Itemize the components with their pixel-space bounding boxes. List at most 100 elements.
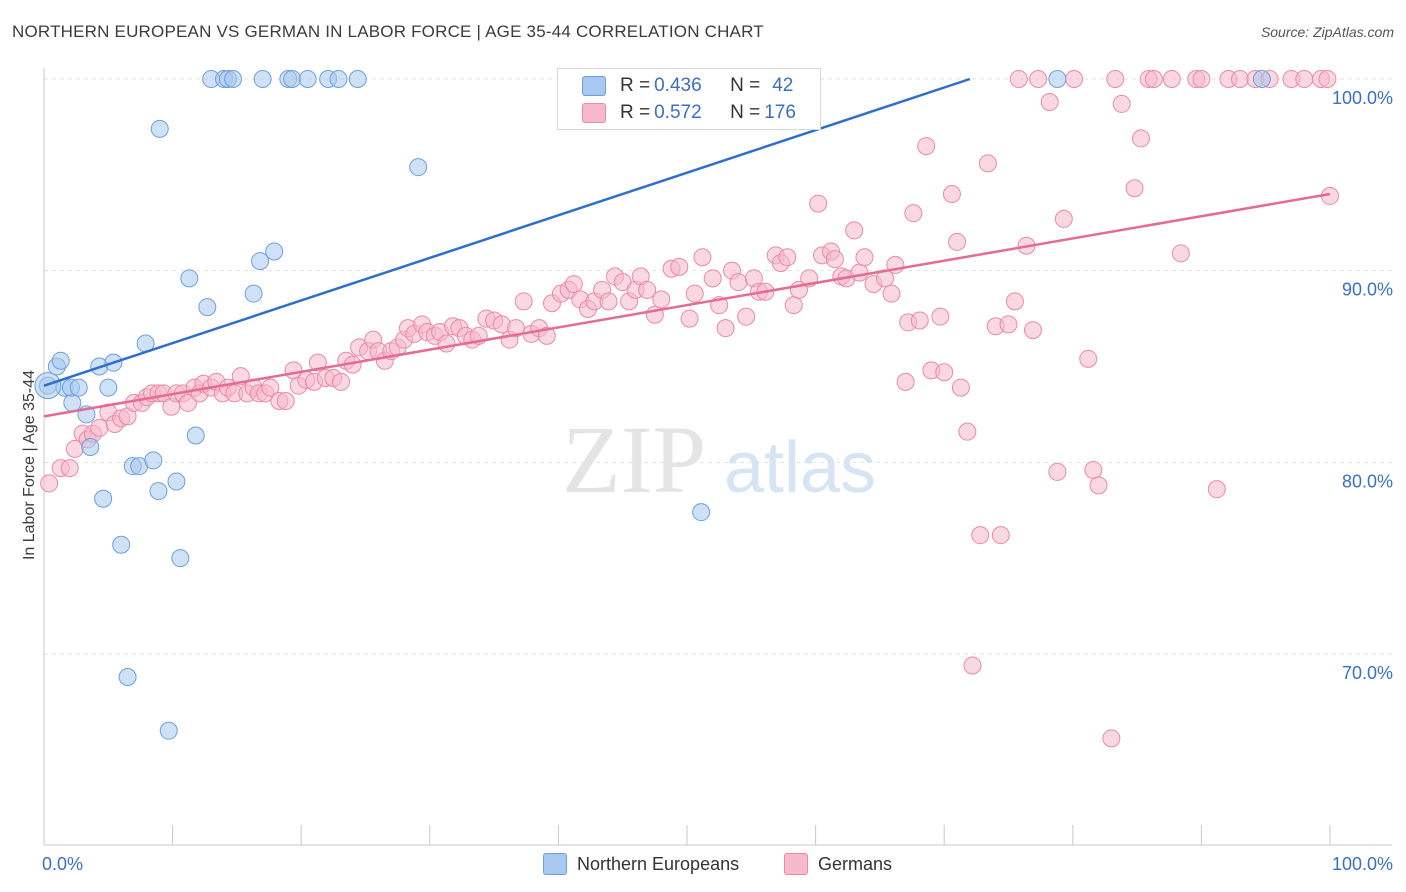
data-point: [506, 319, 525, 338]
data-point: [60, 459, 79, 478]
data-point: [1048, 462, 1067, 481]
y-tick-label: 80.0%: [1342, 471, 1393, 491]
data-point: [283, 70, 302, 88]
data-point: [855, 248, 874, 267]
data-point: [329, 70, 348, 88]
data-point: [1318, 70, 1337, 88]
data-point: [999, 315, 1018, 334]
data-point: [652, 290, 671, 309]
data-point: [224, 70, 243, 88]
data-point: [971, 526, 990, 545]
data-point: [40, 474, 59, 493]
data-point: [81, 438, 100, 456]
data-point: [1171, 244, 1190, 263]
data-point: [845, 221, 864, 240]
data-point: [308, 353, 327, 372]
data-point: [1252, 70, 1271, 88]
data-point: [716, 319, 735, 338]
legend-row-germans: R = 0.572 N = 176: [582, 101, 796, 125]
data-point: [910, 311, 929, 330]
data-point: [882, 284, 901, 303]
data-point: [198, 298, 217, 317]
data-point: [1009, 70, 1028, 88]
trend-line-northern-europeans: [43, 77, 971, 387]
y-tick-label: 100.0%: [1332, 88, 1393, 108]
data-point: [179, 393, 198, 412]
source-credit: Source: ZipAtlas.com: [1260, 24, 1394, 40]
data-point: [253, 70, 272, 88]
data-point: [118, 668, 137, 686]
data-point: [63, 393, 82, 412]
data-point: [167, 472, 186, 491]
legend-r-label: R =: [620, 75, 651, 96]
data-point: [51, 351, 70, 370]
watermark-zip: ZIP: [562, 406, 706, 513]
data-point: [1295, 70, 1314, 88]
data-point: [69, 378, 88, 397]
data-point: [931, 307, 950, 326]
data-point: [951, 378, 970, 397]
legend-n-label: N =: [730, 75, 761, 96]
data-point: [599, 292, 618, 311]
data-point: [251, 252, 270, 271]
data-point: [958, 422, 977, 441]
series-germans: [40, 70, 1339, 748]
data-point: [265, 242, 284, 261]
data-point: [537, 326, 556, 345]
tick-labels: 70.0% 80.0% 90.0% 100.0% 0.0% 100.0%: [42, 88, 1393, 874]
bottom-legend-swatch-pink: [784, 853, 808, 875]
data-point: [904, 204, 923, 223]
data-point: [112, 535, 131, 554]
watermark-atlas: atlas: [724, 428, 876, 508]
data-point: [692, 503, 711, 522]
data-point: [1023, 321, 1042, 340]
legend-swatch-blue: [582, 76, 606, 96]
data-point: [638, 280, 657, 299]
data-point: [514, 292, 533, 311]
data-point: [935, 363, 954, 382]
data-point: [90, 418, 109, 437]
watermark: ZIP atlas: [562, 406, 876, 513]
data-point: [1131, 129, 1150, 148]
data-point: [825, 250, 844, 269]
data-point: [963, 656, 982, 675]
data-point: [1079, 349, 1098, 368]
bottom-legend-label: Northern Europeans: [577, 853, 740, 874]
data-point: [685, 284, 704, 303]
bottom-legend-label: Germans: [818, 853, 893, 874]
data-point: [144, 451, 163, 470]
data-point: [99, 378, 118, 397]
data-point: [1230, 70, 1249, 88]
data-point: [1125, 179, 1144, 198]
data-point: [1106, 70, 1125, 88]
data-point: [896, 372, 915, 391]
data-point: [729, 273, 748, 292]
x-tick-label: 100.0%: [1332, 854, 1393, 874]
y-tick-label: 90.0%: [1342, 280, 1393, 300]
data-point: [1102, 729, 1121, 748]
data-point: [670, 257, 689, 276]
data-point: [180, 269, 199, 288]
data-point: [991, 526, 1010, 545]
data-point: [1112, 94, 1131, 113]
bottom-legend-germans: Germans: [784, 851, 892, 877]
data-point: [917, 137, 936, 156]
series-layer: [34, 70, 1339, 748]
data-point: [942, 185, 961, 203]
data-point: [244, 284, 263, 303]
data-point: [409, 158, 428, 177]
trend-line-germans: [43, 192, 1331, 418]
data-point: [1192, 70, 1211, 88]
data-point: [149, 482, 168, 501]
data-point: [1089, 476, 1108, 495]
data-point: [809, 194, 828, 213]
data-point: [948, 232, 967, 251]
legend-row-northern-europeans: R = 0.436 N = 42: [582, 74, 793, 98]
data-point: [737, 307, 756, 326]
data-point: [186, 426, 205, 445]
legend-n-value: 176: [764, 102, 796, 123]
data-point: [1084, 461, 1103, 479]
legend-swatch-pink: [582, 103, 606, 123]
data-point: [1005, 292, 1024, 311]
